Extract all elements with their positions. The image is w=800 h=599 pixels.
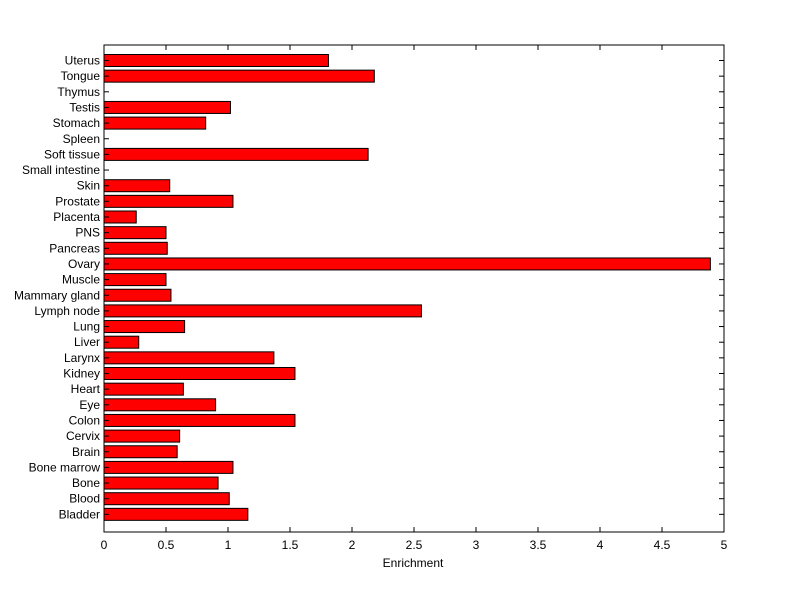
bar (103, 445, 178, 459)
y-tick-label: Larynx (64, 351, 100, 365)
y-tick-label: Muscle (62, 273, 100, 287)
x-tick-label: 3.5 (530, 538, 547, 552)
y-tick-label: Skin (77, 179, 100, 193)
bar (103, 413, 296, 427)
bar (103, 460, 234, 474)
y-tick-label: Mammary gland (14, 288, 100, 302)
x-tick-label: 4 (597, 538, 604, 552)
bar (103, 398, 217, 412)
bar (103, 194, 234, 208)
x-tick-label: 5 (721, 538, 728, 552)
y-tick-label: Bone marrow (29, 460, 101, 474)
y-tick-label: Thymus (57, 85, 100, 99)
x-tick-label: 0.5 (158, 538, 175, 552)
x-tick-label: 1 (225, 538, 232, 552)
bar (103, 147, 369, 161)
bar (103, 288, 172, 302)
y-tick-label: Cervix (66, 429, 100, 443)
bar (103, 241, 168, 255)
bar (103, 351, 275, 365)
bar (103, 320, 186, 334)
y-tick-label: Testis (69, 100, 100, 114)
y-tick-label: Tongue (61, 69, 101, 83)
y-tick-label: Bone (72, 476, 100, 490)
y-tick-label: Stomach (53, 116, 100, 130)
x-tick-label: 2 (349, 538, 356, 552)
y-tick-label: Kidney (63, 367, 100, 381)
plot-area (104, 45, 724, 532)
y-tick-label: Placenta (53, 210, 100, 224)
bar (103, 273, 167, 287)
plot-frame (103, 44, 725, 533)
y-tick-label: Spleen (63, 132, 100, 146)
y-tick-label: Uterus (65, 54, 100, 68)
bar (103, 304, 422, 318)
y-tick-label: Colon (69, 413, 100, 427)
bar (103, 100, 231, 114)
y-tick-label: Pancreas (49, 241, 100, 255)
bar (103, 116, 207, 130)
x-tick-label: 2.5 (406, 538, 423, 552)
bar (103, 179, 171, 193)
y-tick-label: Prostate (55, 194, 100, 208)
y-tick-label: Blood (69, 492, 100, 506)
x-tick-label: 1.5 (282, 538, 299, 552)
bar (103, 507, 249, 521)
y-tick-label: Ovary (68, 257, 100, 271)
y-tick-label: Heart (71, 382, 101, 396)
x-tick-label: 4.5 (654, 538, 671, 552)
bar (103, 54, 329, 67)
x-tick-label: 0 (101, 538, 108, 552)
y-tick-label: Bladder (59, 507, 100, 521)
bar (103, 429, 181, 443)
bar (103, 226, 167, 240)
bar (103, 335, 140, 349)
y-tick-label: Lung (73, 320, 100, 334)
bar (103, 257, 711, 271)
x-tick-label: 3 (473, 538, 480, 552)
y-tick-label: PNS (75, 226, 100, 240)
y-tick-label: Small intestine (22, 163, 100, 177)
bar (103, 367, 296, 380)
y-tick-label: Brain (72, 445, 100, 459)
y-tick-label: Lymph node (34, 304, 100, 318)
y-tick-label: Liver (74, 335, 100, 349)
y-tick-label: Soft tissue (44, 147, 100, 161)
bar (103, 476, 219, 490)
x-axis-label: Enrichment (383, 556, 444, 570)
bar (103, 492, 230, 506)
y-tick-label: Eye (79, 398, 100, 412)
bar (103, 382, 184, 396)
bar (103, 69, 375, 83)
